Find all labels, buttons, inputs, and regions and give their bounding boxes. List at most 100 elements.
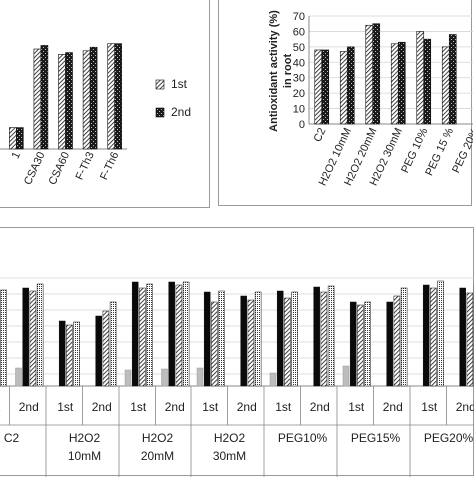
bar-H2O2 10mM-1st-3 xyxy=(73,321,80,387)
bar-PEG10%-2nd-1 xyxy=(313,286,320,387)
legend-label-2nd: 2nd xyxy=(171,105,191,119)
bar-PEG20%-1st-1 xyxy=(422,284,430,387)
bar-1st-1 xyxy=(9,127,17,150)
bar-PEG10%-1st-2 xyxy=(284,297,291,387)
bar-s1-H2O2 20mM xyxy=(365,24,374,125)
bar-H2O2 10mM-2nd-3 xyxy=(109,301,117,387)
bar-H2O2 20mM-2nd-1 xyxy=(168,281,175,387)
group-label: H2O2 xyxy=(69,431,101,445)
bar-PEG10%-1st-1 xyxy=(276,290,284,387)
subgroup-label: 2nd xyxy=(310,400,330,414)
bar-PEG15%-2nd-2 xyxy=(393,295,401,387)
bar-PEG20%-2nd-2 xyxy=(466,292,474,387)
group-label: H2O2 xyxy=(142,431,174,445)
bar-PEG20%-2nd-1 xyxy=(459,287,466,387)
subgroup-label: 2nd xyxy=(456,400,474,414)
bar-2nd-CSA30 xyxy=(40,45,49,150)
legend-label-1st: 1st xyxy=(171,77,188,91)
y-tick-label: 0 xyxy=(299,119,305,131)
y-tick-label: 20 xyxy=(293,88,305,100)
y-tick-label: 40 xyxy=(293,57,305,69)
x-tick-label: CSA30 xyxy=(22,150,48,187)
bar-s2-PEG 15 % xyxy=(448,34,457,125)
chart-panel-a: 1 CSA30 CSA60 F-Th3 F-Th6 1st 2nd xyxy=(0,0,210,208)
y-axis-title: Antioxidant activity (%) xyxy=(268,10,280,132)
subgroup-label: 2nd xyxy=(383,400,403,414)
group-label: PEG20% xyxy=(424,431,474,445)
y-axis-title-line2: in root xyxy=(282,54,294,89)
y-tick-label: 60 xyxy=(293,26,305,38)
bar-H2O2 20mM-2nd-3 xyxy=(182,281,190,387)
bar-1st-F-Th6 xyxy=(107,43,115,150)
bar-1st-CSA30 xyxy=(33,48,42,150)
bar-H2O2 30mM-2nd-1 xyxy=(240,295,247,387)
bar-H2O2 10mM-1st-1 xyxy=(58,320,66,387)
bar-H2O2 30mM-1st-2 xyxy=(211,301,218,387)
legend-swatch-1st xyxy=(155,79,165,90)
group-label: PEG10% xyxy=(278,431,328,445)
x-tick-label: 1 xyxy=(10,150,23,161)
group-label: C2 xyxy=(4,431,20,445)
bar-PEG15%-1st-0 xyxy=(342,365,350,387)
bar-PEG15%-2nd-3 xyxy=(400,287,408,387)
group-label: 10mM xyxy=(68,449,101,463)
bar-PEG15%-1st-3 xyxy=(364,301,371,387)
bar-s2-C2 xyxy=(321,49,330,125)
chart-panel-b: 0 10 20 30 40 50 60 70 Antioxidant activity (%) i… xyxy=(218,0,473,206)
legend-swatch-2nd xyxy=(155,107,165,118)
bar-H2O2 20mM-1st-0 xyxy=(124,369,132,387)
y-tick-label: 70 xyxy=(293,11,305,23)
bar-s2-H2O2 30mM xyxy=(397,41,406,125)
subgroup-label: 1st xyxy=(348,400,365,414)
subgroup-label: 2nd xyxy=(19,400,39,414)
bar-C2-2nd-1 xyxy=(22,287,29,387)
bar-H2O2 10mM-1st-2 xyxy=(66,324,73,387)
bar-C2-1st-3 xyxy=(0,289,7,387)
bar-H2O2 30mM-2nd-2 xyxy=(247,299,255,387)
group-label: 20mM xyxy=(141,449,174,463)
bar-2nd-CSA60 xyxy=(65,52,73,150)
bar-s1-PEG 15 % xyxy=(441,46,450,125)
bar-H2O2 10mM-2nd-1 xyxy=(95,315,102,387)
bar-H2O2 30mM-1st-1 xyxy=(203,291,211,387)
bar-H2O2 10mM-2nd-2 xyxy=(102,310,110,387)
group-label: H2O2 xyxy=(214,431,246,445)
x-tick-label: F-Th6 xyxy=(98,150,121,182)
bar-PEG10%-1st-3 xyxy=(291,291,298,387)
y-tick-label: 30 xyxy=(293,73,305,85)
bar-C2-2nd-3 xyxy=(36,283,44,387)
bar-H2O2 20mM-2nd-2 xyxy=(175,284,183,387)
bar-s1-C2 xyxy=(314,49,323,125)
subgroup-label: 1st xyxy=(421,400,438,414)
bar-s2-H2O2 20mM xyxy=(372,23,381,125)
y-tick-label: 50 xyxy=(293,42,305,54)
bar-C2-2nd-2 xyxy=(29,290,37,387)
bar-2nd-F-Th6 xyxy=(114,43,122,150)
subgroup-label: 1st xyxy=(202,400,219,414)
bar-s1-H2O2 10mM xyxy=(339,51,348,125)
bar-s1-H2O2 30mM xyxy=(390,43,399,125)
subgroup-label: 1st xyxy=(57,400,74,414)
y-tick-label: 10 xyxy=(293,104,305,116)
bar-2nd-1 xyxy=(15,127,24,150)
group-label: 30mM xyxy=(213,449,246,463)
bar-PEG20%-1st-2 xyxy=(430,287,437,387)
subgroup-label: 1st xyxy=(130,400,147,414)
bar-H2O2 30mM-2nd-3 xyxy=(254,291,262,387)
chart-c-svg: 1st 2nd C2 1st 2nd H2O2 10mM 1st 2nd H2O2 20mM 1st 2… xyxy=(0,277,474,477)
x-tick-label: C2 xyxy=(312,126,329,144)
bar-C2-2nd-0 xyxy=(15,367,22,387)
bar-PEG15%-2nd-1 xyxy=(386,301,393,387)
bar-H2O2 20mM-2nd-0 xyxy=(161,368,168,387)
subgroup-label: 1st xyxy=(275,400,292,414)
chart-b-svg: 0 10 20 30 40 50 60 70 Antioxidant activity (%) i… xyxy=(268,10,473,188)
bar-H2O2 20mM-1st-3 xyxy=(146,283,153,387)
group-label: PEG15% xyxy=(351,431,401,445)
bar-s2-PEG 10% xyxy=(423,38,432,125)
bar-H2O2 30mM-1st-0 xyxy=(196,367,204,387)
bar-PEG10%-1st-0 xyxy=(269,372,277,387)
bar-PEG15%-1st-1 xyxy=(349,301,357,387)
x-tick-label: CSA60 xyxy=(47,150,73,187)
bar-PEG15%-1st-2 xyxy=(357,304,364,387)
